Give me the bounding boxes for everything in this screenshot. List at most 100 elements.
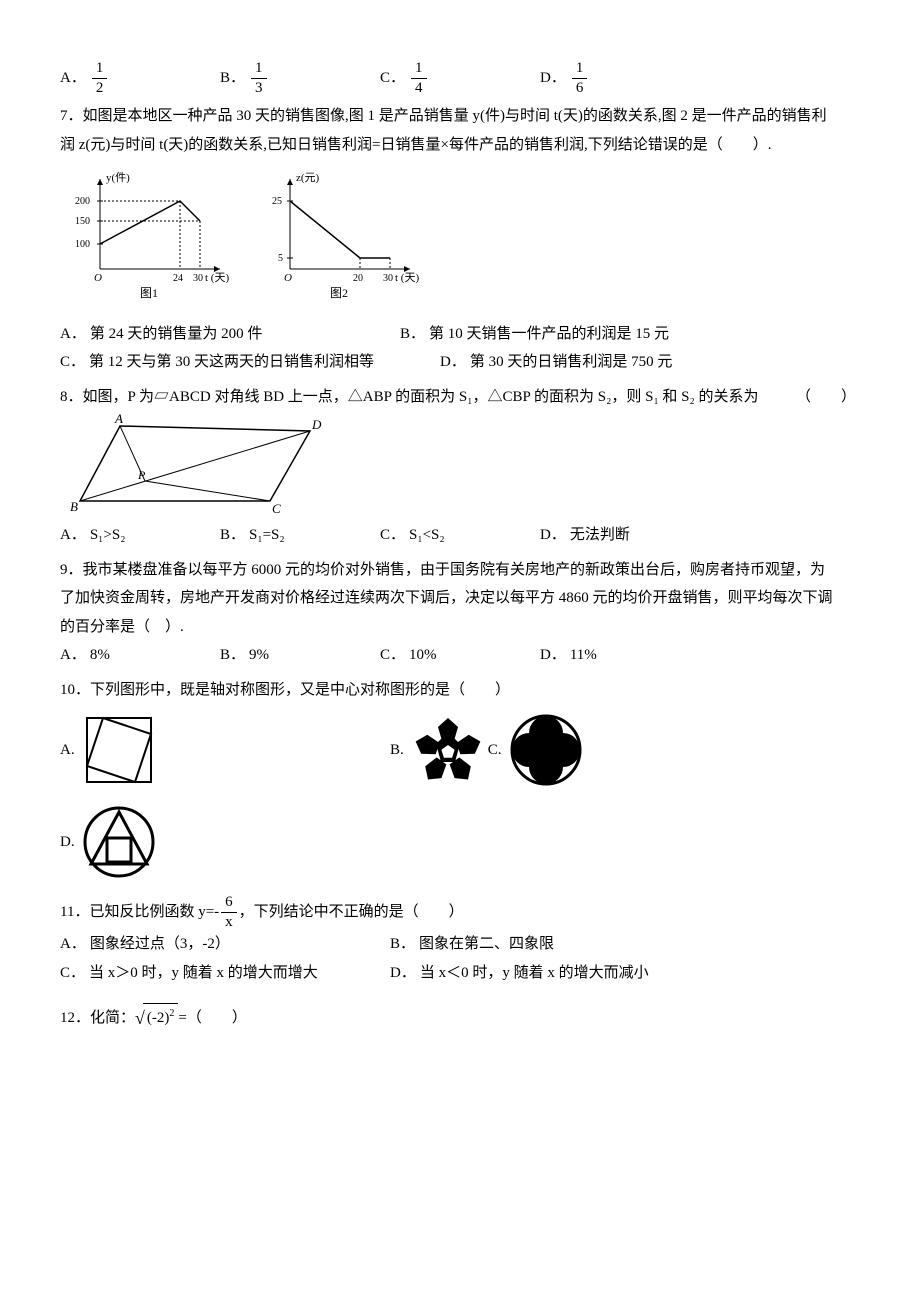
opt-text: S₁=S₂ xyxy=(249,521,285,550)
q7-opt-b[interactable]: B．第 10 天销售一件产品的利润是 15 元 xyxy=(400,320,669,349)
q10-opt-c[interactable]: C. xyxy=(488,710,818,790)
q6-opt-c[interactable]: C． 1 4 xyxy=(380,60,540,96)
fraction: 6 x xyxy=(221,894,237,930)
q11-opts-row1: A．图象经过点（3，-2） B．图象在第二、四象限 xyxy=(60,930,880,959)
sqrt-body: (-2)2 xyxy=(143,1003,179,1033)
opt-label: A. xyxy=(60,736,75,765)
ytick-100: 100 xyxy=(75,239,90,250)
opt-text: 第 30 天的日销售利润是 750 元 xyxy=(470,348,673,377)
opt-label: B. xyxy=(390,736,404,765)
q7-text-line2: 润 z(元)与时间 t(天)的函数关系,已知日销售利润=日销售量×每件产品的销售… xyxy=(60,131,880,160)
q10-opt-d[interactable]: D. xyxy=(60,802,159,882)
q9-text-line1: 9．我市某楼盘准备以每平方 6000 元的均价对外销售，由于国务院有关房地产的新… xyxy=(60,556,880,585)
frac-num: 1 xyxy=(251,60,267,79)
opt-text: 11% xyxy=(570,641,597,670)
frac-den: 2 xyxy=(92,79,108,97)
q9-options: A．8% B．9% C．10% D．11% xyxy=(60,641,880,670)
ytick-25: 25 xyxy=(272,196,282,207)
q9-text-line3: 的百分率是（ ）. xyxy=(60,613,880,642)
q8-opt-a[interactable]: A．S₁>S₂ xyxy=(60,521,220,550)
opt-text: 图象在第二、四象限 xyxy=(419,930,554,959)
opt-label: B． xyxy=(220,64,245,93)
frac-num: 1 xyxy=(92,60,108,79)
q12-post: =（ ） xyxy=(178,1004,246,1033)
opt-label: A． xyxy=(60,64,86,93)
opt-text: S₁>S₂ xyxy=(90,521,126,550)
ytick-200: 200 xyxy=(75,196,90,207)
frac-den: x xyxy=(221,913,237,931)
q8-opt-c[interactable]: C．S₁<S₂ xyxy=(380,521,540,550)
q6-opt-b[interactable]: B． 1 3 xyxy=(220,60,380,96)
frac-num: 6 xyxy=(221,894,237,913)
q10-opt-b[interactable]: B. xyxy=(390,710,488,790)
q7-chart1: 100 150 200 24 30 O y(件) t (天) 图1 xyxy=(70,169,230,310)
q11-pre: 11．已知反比例函数 y=- xyxy=(60,898,219,927)
opt-text: 第 10 天销售一件产品的利润是 15 元 xyxy=(429,320,669,349)
label-a: A xyxy=(114,411,123,426)
q11-opt-b[interactable]: B．图象在第二、四象限 xyxy=(390,930,554,959)
label-d: D xyxy=(311,417,322,432)
q8-options: A．S₁>S₂ B．S₁=S₂ C．S₁<S₂ D．无法判断 xyxy=(60,521,880,550)
opt-text: 10% xyxy=(409,641,437,670)
q11-text: 11．已知反比例函数 y=- 6 x ，下列结论中不正确的是（ ） xyxy=(60,894,880,930)
q9-opt-d[interactable]: D．11% xyxy=(540,641,700,670)
q11-opt-d[interactable]: D．当 x＜0 时，y 随着 x 的增大而减小 xyxy=(390,959,649,988)
q8-text: 8．如图，P 为▱ABCD 对角线 BD 上一点，△ABP 的面积为 S₁，△C… xyxy=(60,383,880,412)
xtick-20: 20 xyxy=(353,273,363,284)
q7-opts-row1: A．第 24 天的销售量为 200 件 B．第 10 天销售一件产品的利润是 1… xyxy=(60,320,880,349)
caption: 图2 xyxy=(330,286,348,299)
q10-options: A. B. C. xyxy=(60,704,880,888)
q10-shape-c xyxy=(506,710,586,790)
xtick-30: 30 xyxy=(383,273,393,284)
q7-opt-a[interactable]: A．第 24 天的销售量为 200 件 xyxy=(60,320,400,349)
q9-opt-b[interactable]: B．9% xyxy=(220,641,380,670)
opt-text: 9% xyxy=(249,641,269,670)
q10-opt-a[interactable]: A. xyxy=(60,710,390,790)
q9-text-line2: 了加快资金周转，房地产开发商对价格经过连续两次下调后，决定以每平方 4860 元… xyxy=(60,584,880,613)
q6-opt-d[interactable]: D． 1 6 xyxy=(540,60,700,96)
q7-chart2: 25 5 20 30 O z(元) t (天) 图2 xyxy=(260,169,420,310)
q6-opt-a[interactable]: A． 1 2 xyxy=(60,60,220,96)
opt-text: 第 12 天与第 30 天这两天的日销售利润相等 xyxy=(89,348,374,377)
q11-opts-row2: C．当 x＞0 时，y 随着 x 的增大而增大 D．当 x＜0 时，y 随着 x… xyxy=(60,959,880,988)
opt-text: 当 x＜0 时，y 随着 x 的增大而减小 xyxy=(420,959,649,988)
opt-label: D. xyxy=(60,828,75,857)
opt-text: S₁<S₂ xyxy=(409,521,445,550)
label-b: B xyxy=(70,499,78,514)
q6-options: A． 1 2 B． 1 3 C． 1 4 D． 1 6 xyxy=(60,60,880,96)
opt-label: C. xyxy=(488,736,502,765)
q10-text: 10．下列图形中，既是轴对称图形，又是中心对称图形的是（ ） xyxy=(60,676,880,705)
opt-text: 第 24 天的销售量为 200 件 xyxy=(90,320,263,349)
q8-opt-d[interactable]: D．无法判断 xyxy=(540,521,700,550)
ylabel: z(元) xyxy=(296,172,320,184)
q7-charts: 100 150 200 24 30 O y(件) t (天) 图1 xyxy=(70,169,880,310)
frac-den: 4 xyxy=(411,79,427,97)
q10-shape-a xyxy=(79,710,159,790)
q10-shape-b xyxy=(408,710,488,790)
q7-opt-d[interactable]: D．第 30 天的日销售利润是 750 元 xyxy=(440,348,672,377)
q9-opt-a[interactable]: A．8% xyxy=(60,641,220,670)
opt-text: 8% xyxy=(90,641,110,670)
q8-opt-b[interactable]: B．S₁=S₂ xyxy=(220,521,380,550)
fraction: 1 2 xyxy=(92,60,108,96)
ytick-150: 150 xyxy=(75,216,90,227)
q12-pre: 12．化简： xyxy=(60,1004,135,1033)
q12-text: 12．化简： √ (-2)2 =（ ） xyxy=(60,1001,880,1035)
q7-text-line1: 7．如图是本地区一种产品 30 天的销售图像,图 1 是产品销售量 y(件)与时… xyxy=(60,102,880,131)
opt-label: C． xyxy=(380,64,405,93)
q11-opt-c[interactable]: C．当 x＞0 时，y 随着 x 的增大而增大 xyxy=(60,959,390,988)
q7-opt-c[interactable]: C．第 12 天与第 30 天这两天的日销售利润相等 xyxy=(60,348,440,377)
frac-num: 1 xyxy=(411,60,427,79)
sqrt-expr: √ (-2)2 xyxy=(135,1001,178,1035)
frac-num: 1 xyxy=(572,60,588,79)
q8-diagram: A B C D P xyxy=(60,411,880,521)
xtick-24: 24 xyxy=(173,273,183,284)
q9-opt-c[interactable]: C．10% xyxy=(380,641,540,670)
frac-den: 3 xyxy=(251,79,267,97)
frac-den: 6 xyxy=(572,79,588,97)
opt-label: D． xyxy=(540,64,566,93)
opt-text: 图象经过点（3，-2） xyxy=(90,930,230,959)
q11-opt-a[interactable]: A．图象经过点（3，-2） xyxy=(60,930,390,959)
sqrt-exp: 2 xyxy=(169,1008,174,1019)
ylabel: y(件) xyxy=(106,171,130,184)
